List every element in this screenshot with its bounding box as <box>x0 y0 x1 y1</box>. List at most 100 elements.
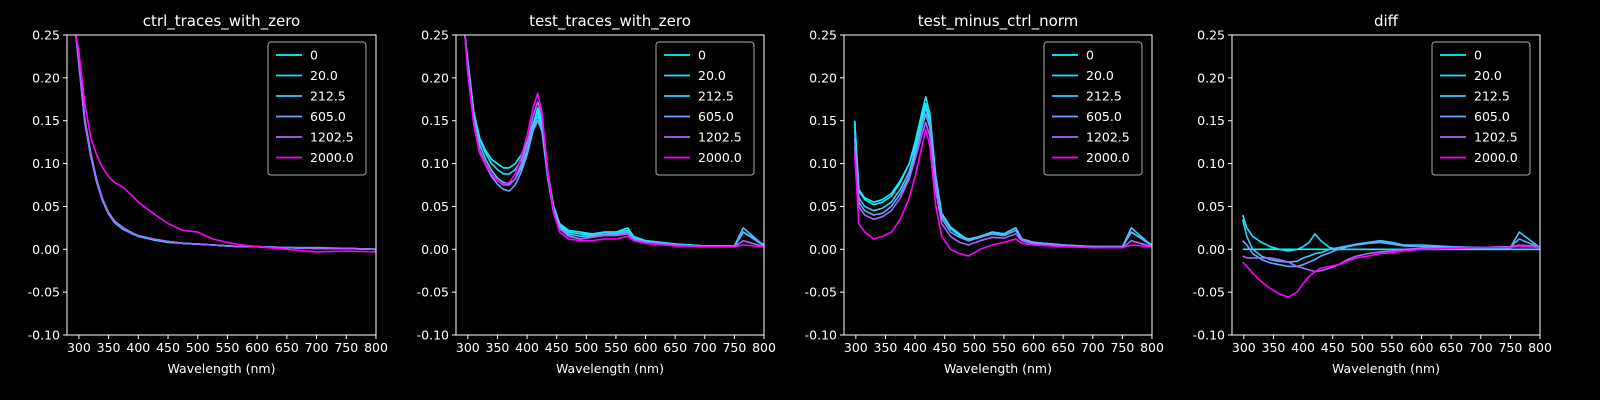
y-tick-label: 0.20 <box>1197 70 1225 85</box>
series-line-20.0 <box>1241 214 1540 252</box>
legend-label: 212.5 <box>698 89 734 104</box>
legend-label: 212.5 <box>1474 89 1510 104</box>
y-tick-label: 0.20 <box>32 70 60 85</box>
x-tick-label: 700 <box>1469 340 1493 355</box>
y-tick-label: 0.15 <box>809 113 837 128</box>
y-tick-label: 0.15 <box>32 113 60 128</box>
series-line-2000.0 <box>75 35 376 253</box>
x-tick-label: 350 <box>486 340 510 355</box>
y-tick-label: 0.10 <box>809 156 837 171</box>
x-tick-label: 600 <box>245 340 269 355</box>
y-tick-label: -0.10 <box>805 328 837 343</box>
series-line-2000.0 <box>1242 245 1540 299</box>
legend-label: 2000.0 <box>310 150 354 165</box>
legend-label: 20.0 <box>310 68 338 83</box>
legend-label: 2000.0 <box>1474 150 1518 165</box>
chart-panel-1: 300 350 400 450 500 550 600 650 700 750 800 -0.10 -0… <box>28 12 388 376</box>
y-tick-label: 0.05 <box>421 199 449 214</box>
legend-label: 1202.5 <box>310 130 354 145</box>
legend-label: 605.0 <box>1086 109 1122 124</box>
chart-title: diff <box>1374 12 1399 30</box>
y-tick-label: 0.05 <box>809 199 837 214</box>
legend-label: 605.0 <box>1474 109 1510 124</box>
x-tick-label: 350 <box>1262 340 1286 355</box>
x-tick-label: 400 <box>515 340 539 355</box>
legend-label: 605.0 <box>310 109 346 124</box>
legend-label: 1202.5 <box>698 130 742 145</box>
x-tick-label: 600 <box>1022 340 1046 355</box>
x-tick-label: 600 <box>634 340 658 355</box>
x-tick-label: 650 <box>1439 340 1463 355</box>
y-tick-label: -0.05 <box>805 285 837 300</box>
axes-frame <box>66 34 377 336</box>
x-tick-label: 550 <box>604 340 628 355</box>
y-tick-label: 0.00 <box>809 242 837 257</box>
legend-label: 20.0 <box>1474 68 1502 83</box>
axes-frame <box>1231 34 1541 336</box>
chart-panel-2: 300 350 400 450 500 550 600 650 700 750 800 -0.10 -0… <box>417 12 776 376</box>
legend-label: 0 <box>698 48 706 63</box>
x-tick-label: 650 <box>1051 340 1075 355</box>
x-tick-label: 300 <box>67 340 91 355</box>
legend-label: 212.5 <box>1086 89 1122 104</box>
y-tick-label: -0.10 <box>1193 328 1225 343</box>
series-group <box>853 95 1152 257</box>
series-line-212.5 <box>1241 219 1540 263</box>
x-tick-label: 800 <box>364 340 388 355</box>
y-tick-label: 0.25 <box>421 28 449 43</box>
legend: 0 20.0 212.5 605.0 1202.5 2000.0 <box>1043 41 1143 176</box>
series-group <box>1241 214 1540 299</box>
legend-label: 20.0 <box>698 68 726 83</box>
series-group <box>75 35 376 253</box>
y-tick-label: -0.05 <box>417 285 449 300</box>
y-tick-label: 0.00 <box>421 242 449 257</box>
axes-frame <box>843 34 1153 336</box>
x-tick-label: 450 <box>156 340 180 355</box>
x-axis-label: Wavelength (nm) <box>1332 361 1440 376</box>
legend-label: 0 <box>1474 48 1482 63</box>
y-tick-label: -0.05 <box>1193 285 1225 300</box>
legend: 0 20.0 212.5 605.0 1202.5 2000.0 <box>655 41 755 176</box>
x-tick-label: 800 <box>752 340 776 355</box>
x-tick-label: 400 <box>903 340 927 355</box>
legend-label: 1202.5 <box>1474 130 1518 145</box>
y-tick-label: 0.25 <box>32 28 60 43</box>
legend-label: 605.0 <box>698 109 734 124</box>
legend-label: 0 <box>310 48 318 63</box>
series-group <box>464 35 764 248</box>
legend-label: 2000.0 <box>698 150 742 165</box>
legend-label: 20.0 <box>1086 68 1114 83</box>
legend: 0 20.0 212.5 605.0 1202.5 2000.0 <box>1431 41 1531 176</box>
y-tick-label: 0.15 <box>421 113 449 128</box>
axes-frame <box>455 34 765 336</box>
y-tick-label: 0.10 <box>32 156 60 171</box>
legend-label: 0 <box>1086 48 1094 63</box>
y-tick-label: -0.05 <box>28 285 60 300</box>
x-tick-label: 700 <box>693 340 717 355</box>
x-tick-label: 500 <box>1350 340 1374 355</box>
x-tick-label: 600 <box>1410 340 1434 355</box>
x-tick-label: 800 <box>1528 340 1552 355</box>
x-tick-label: 400 <box>1291 340 1315 355</box>
y-tick-label: 0.15 <box>1197 113 1225 128</box>
y-tick-label: 0.00 <box>32 242 60 257</box>
chart-title: test_minus_ctrl_norm <box>918 12 1079 31</box>
x-tick-label: 300 <box>456 340 480 355</box>
series-line-2000.0 <box>853 128 1152 257</box>
y-tick-label: 0.20 <box>421 70 449 85</box>
y-tick-label: 0.05 <box>32 199 60 214</box>
x-tick-label: 500 <box>186 340 210 355</box>
x-tick-label: 750 <box>1498 340 1522 355</box>
series-line-1202.5 <box>853 121 1152 249</box>
chart-panel-4: 300 350 400 450 500 550 600 650 700 750 800 -0.10 -0… <box>1193 12 1552 376</box>
x-tick-label: 550 <box>1380 340 1404 355</box>
legend-label: 212.5 <box>310 89 346 104</box>
series-line-1202.5 <box>1242 244 1540 273</box>
y-tick-label: -0.10 <box>28 328 60 343</box>
x-tick-label: 550 <box>992 340 1016 355</box>
x-tick-label: 350 <box>874 340 898 355</box>
chart-title: test_traces_with_zero <box>529 12 691 31</box>
x-axis-label: Wavelength (nm) <box>168 361 276 376</box>
x-tick-label: 750 <box>1110 340 1134 355</box>
x-axis-label: Wavelength (nm) <box>556 361 664 376</box>
